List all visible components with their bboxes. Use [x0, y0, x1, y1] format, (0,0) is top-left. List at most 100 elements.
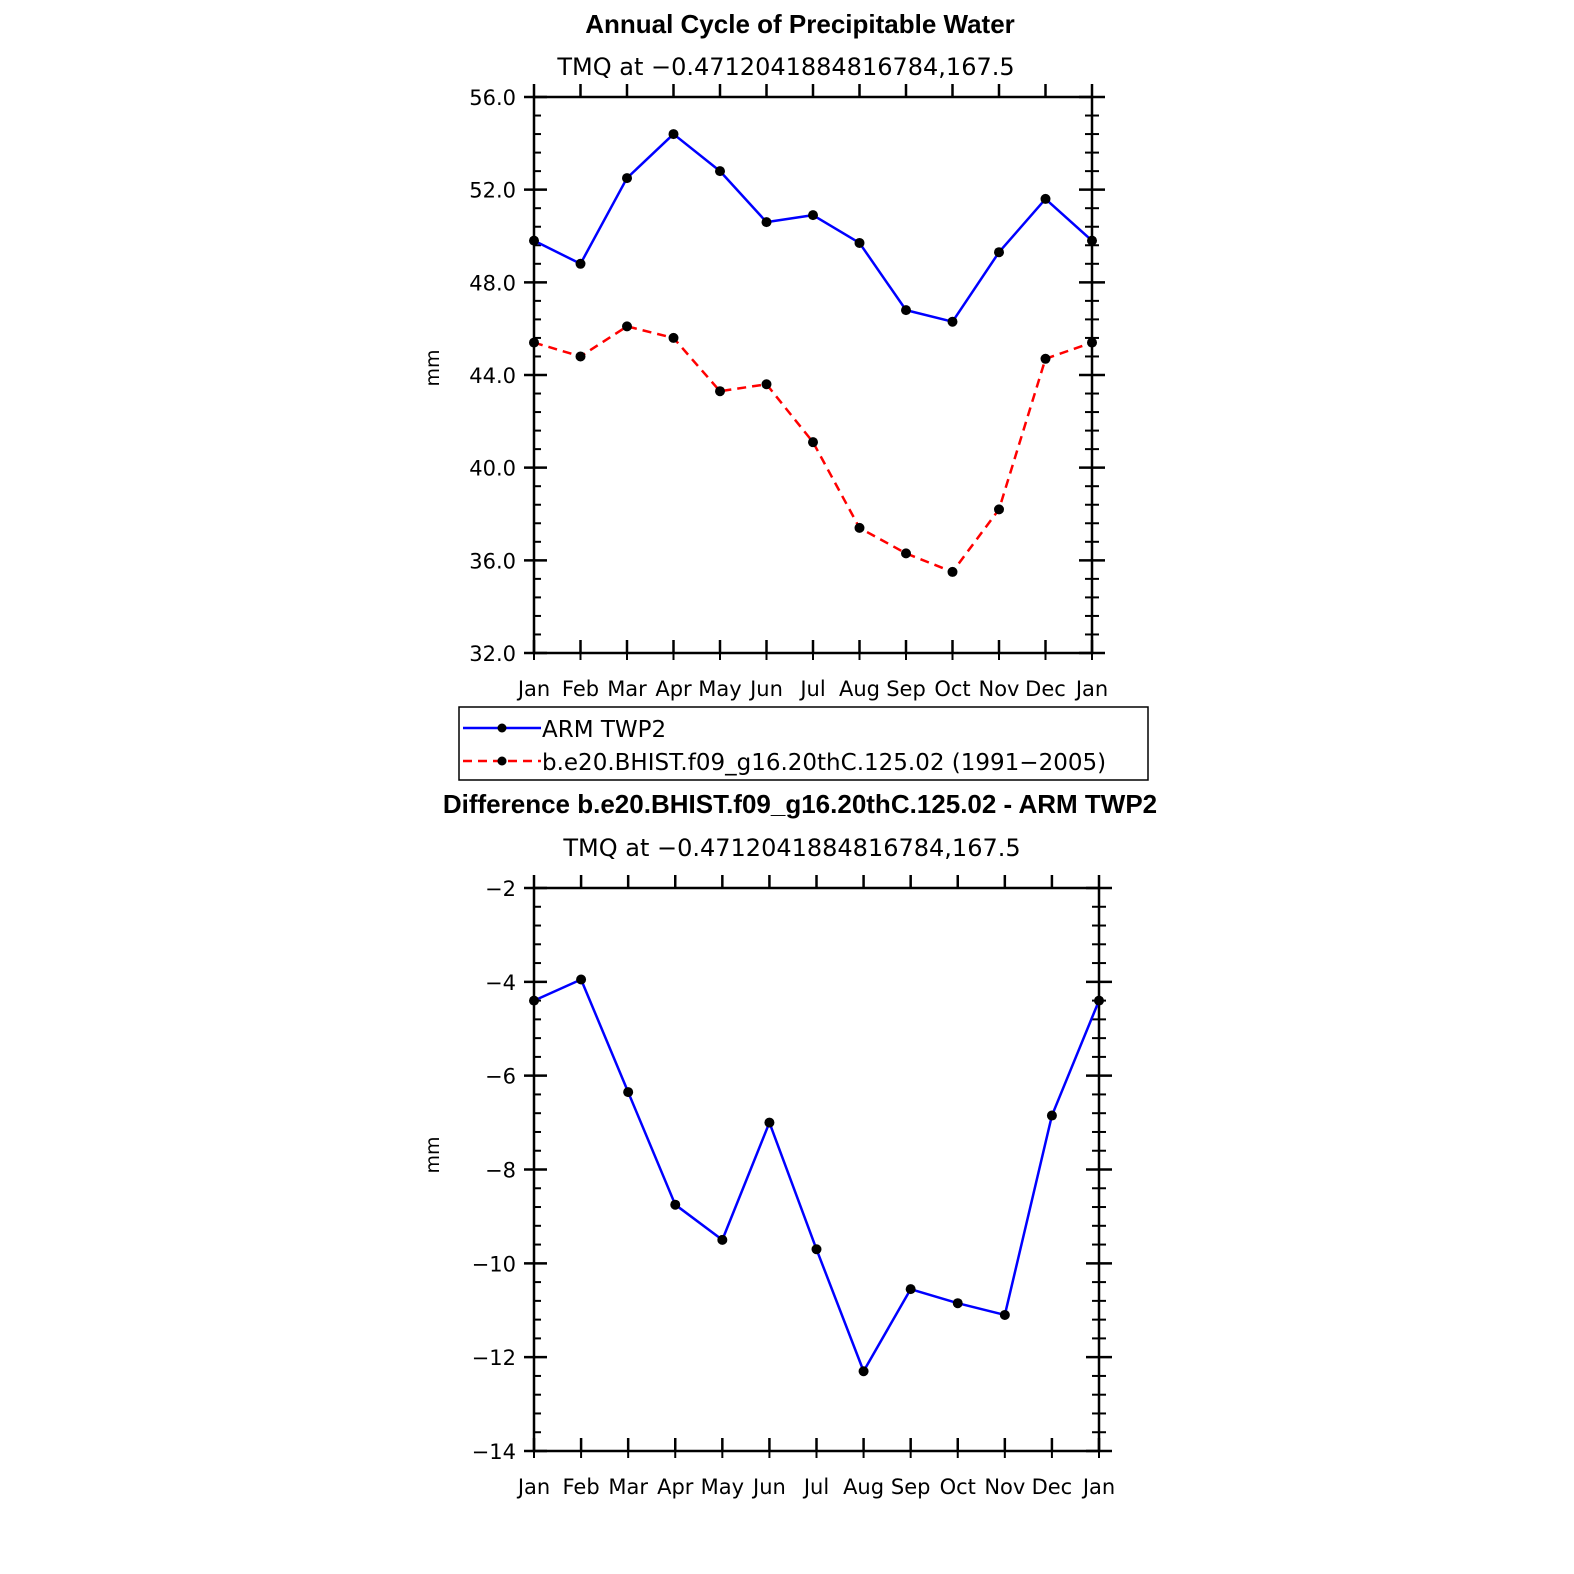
chart-subtitle: TMQ at −0.4712041884816784,167.5: [562, 834, 1020, 862]
x-tick-label: Nov: [984, 1475, 1025, 1499]
data-point: [529, 235, 539, 246]
data-point: [905, 1284, 916, 1295]
data-point: [1040, 193, 1051, 204]
data-point: [1087, 337, 1097, 348]
x-tick-label: Jun: [751, 1475, 786, 1499]
y-tick-label: −6: [485, 1065, 516, 1089]
x-tick-label: Oct: [934, 677, 970, 701]
x-tick-label: Jan: [516, 1475, 550, 1499]
y-tick-label: −14: [472, 1440, 516, 1464]
x-tick-label: May: [701, 1475, 744, 1499]
x-tick-label: Mar: [607, 677, 647, 701]
y-tick-label: 44.0: [469, 364, 516, 388]
data-point: [1040, 353, 1051, 364]
data-point: [761, 217, 772, 228]
x-tick-label: Dec: [1025, 677, 1066, 701]
y-tick-label: 36.0: [469, 549, 516, 573]
data-point: [668, 129, 679, 140]
x-tick-label: Sep: [886, 677, 926, 701]
y-tick-label: −4: [485, 971, 516, 995]
data-point: [622, 173, 632, 184]
chart-subtitle: TMQ at −0.4712041884816784,167.5: [556, 53, 1014, 81]
data-point: [1046, 1110, 1057, 1121]
data-point: [575, 351, 586, 362]
data-point: [999, 1309, 1010, 1320]
data-point: [854, 522, 865, 533]
y-tick-label: 56.0: [469, 86, 516, 110]
difference-chart: Difference b.e20.BHIST.f09_g16.20thC.125…: [422, 789, 1157, 1499]
plot-marks: [529, 974, 1104, 1377]
data-point: [622, 321, 632, 332]
data-point: [901, 548, 911, 559]
x-tick-label: May: [698, 677, 741, 701]
series-line-0: [533, 132, 1093, 323]
x-tick-label: Jan: [1074, 677, 1108, 701]
data-point: [808, 437, 818, 448]
x-tick-label: Apr: [655, 677, 692, 701]
y-tick-label: −2: [485, 877, 516, 901]
data-point: [764, 1117, 775, 1128]
data-point: [808, 210, 818, 221]
data-point: [994, 247, 1004, 258]
legend-marker-model: [497, 756, 507, 766]
data-point: [668, 332, 679, 343]
x-tick-label: Nov: [979, 677, 1020, 701]
y-tick-label: −8: [485, 1159, 516, 1183]
data-point: [529, 337, 539, 348]
x-tick-label: Jan: [516, 677, 550, 701]
y-tick-label: 48.0: [469, 271, 516, 295]
x-tick-label: Aug: [839, 677, 880, 701]
x-tick-label: Jan: [1081, 1475, 1115, 1499]
data-point: [1087, 235, 1097, 246]
plot-frame: [532, 886, 1101, 1453]
data-point: [529, 995, 539, 1006]
data-point: [1094, 995, 1104, 1006]
data-point: [717, 1234, 728, 1245]
data-point: [715, 166, 725, 177]
y-tick-label: 40.0: [469, 457, 516, 481]
data-point: [952, 1298, 963, 1309]
x-tick-label: Jul: [802, 1475, 829, 1499]
plot-frame: [532, 95, 1094, 655]
x-tick-label: Oct: [940, 1475, 976, 1499]
x-tick-label: Aug: [843, 1475, 884, 1499]
data-point: [854, 237, 865, 248]
data-point: [811, 1244, 822, 1255]
x-tick-label: Apr: [657, 1475, 694, 1499]
series-line-1: [533, 325, 1093, 574]
x-tick-label: Jun: [748, 677, 783, 701]
y-axis-label: mm: [422, 349, 444, 386]
data-point: [623, 1087, 634, 1098]
data-point: [576, 974, 587, 985]
x-tick-label: Sep: [891, 1475, 931, 1499]
legend-label-obs: ARM TWP2: [542, 717, 666, 743]
x-tick-label: Jul: [798, 677, 825, 701]
y-tick-label: −10: [472, 1252, 516, 1276]
x-tick-label: Dec: [1032, 1475, 1073, 1499]
data-point: [901, 305, 911, 316]
series-line-0: [533, 978, 1101, 1373]
y-tick-label: 32.0: [469, 642, 516, 666]
chart-title: Difference b.e20.BHIST.f09_g16.20thC.125…: [443, 789, 1157, 819]
data-point: [858, 1366, 869, 1377]
data-point: [715, 386, 725, 397]
plot-axes: Jan Feb Mar Apr May Jun Jul Aug Sep Oct Nov Dec Jan−…: [472, 875, 1115, 1499]
data-point: [947, 566, 958, 577]
y-axis-label: mm: [422, 1136, 444, 1173]
data-point: [761, 379, 772, 390]
data-point: [575, 258, 586, 269]
plot-marks: [529, 129, 1097, 577]
y-tick-label: 52.0: [469, 179, 516, 203]
legend: ARM TWP2 b.e20.BHIST.f09_g16.20thC.125.0…: [458, 706, 1149, 781]
legend-marker-obs: [497, 723, 507, 733]
chart-title: Annual Cycle of Precipitable Water: [585, 9, 1015, 39]
legend-box: [458, 706, 1149, 781]
y-tick-label: −12: [472, 1346, 516, 1370]
legend-label-model: b.e20.BHIST.f09_g16.20thC.125.02 (1991−2…: [542, 750, 1106, 776]
data-point: [947, 316, 958, 327]
plot-axes: Jan Feb Mar Apr May Jun Jul Aug Sep Oct Nov Dec Jan3…: [469, 84, 1108, 701]
x-tick-label: Feb: [562, 1475, 599, 1499]
x-tick-label: Mar: [608, 1475, 648, 1499]
data-point: [670, 1199, 681, 1210]
